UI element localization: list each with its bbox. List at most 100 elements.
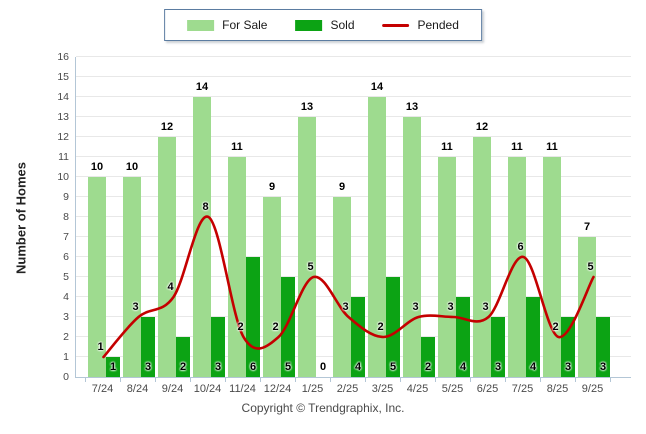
- x-tick-label: 5/25: [441, 383, 464, 395]
- x-tick-mark: [540, 378, 541, 382]
- for-sale-value-label: 11: [231, 141, 243, 153]
- for-sale-value-label: 11: [546, 141, 558, 153]
- x-tick-mark: [575, 378, 576, 382]
- pended-value-label: 3: [132, 301, 139, 313]
- sold-value-label: 1: [109, 361, 117, 373]
- sold-value-label: 3: [144, 361, 152, 373]
- sold-value-label: 5: [284, 361, 292, 373]
- bar-for-sale: [193, 97, 211, 377]
- sold-value-label: 2: [179, 361, 187, 373]
- bar-sold: [211, 317, 225, 377]
- copyright-text: Copyright © Trendgraphix, Inc.: [241, 401, 405, 415]
- y-tick-label: 15: [57, 71, 69, 83]
- y-tick-label: 7: [63, 231, 69, 243]
- pended-value-label: 4: [167, 281, 174, 293]
- legend-item-for-sale: For Sale: [187, 18, 267, 32]
- sold-value-label: 3: [214, 361, 222, 373]
- sold-value-label: 4: [529, 361, 537, 373]
- x-tick-mark: [470, 378, 471, 382]
- y-tick-label: 10: [57, 171, 69, 183]
- for-sale-value-label: 9: [338, 181, 346, 193]
- pended-value-label: 5: [587, 261, 594, 273]
- x-tick-label: 7/24: [91, 383, 114, 395]
- x-tick-label: 3/25: [371, 383, 394, 395]
- bar-sold: [596, 317, 610, 377]
- y-tick-label: 13: [57, 111, 69, 123]
- pended-value-label: 2: [552, 321, 559, 333]
- bar-for-sale: [228, 157, 246, 377]
- bar-for-sale: [333, 197, 351, 377]
- pended-value-label: 1: [97, 341, 104, 353]
- pended-value-label: 2: [377, 321, 384, 333]
- x-tick-label: 6/25: [476, 383, 499, 395]
- h-gridline: [76, 96, 631, 97]
- x-tick-mark: [225, 378, 226, 382]
- bar-sold: [246, 257, 260, 377]
- legend-item-pended: Pended: [382, 18, 459, 32]
- bar-sold: [281, 277, 295, 377]
- pended-value-label: 6: [517, 241, 524, 253]
- x-tick-mark: [85, 378, 86, 382]
- bar-for-sale: [403, 117, 421, 377]
- bar-for-sale: [368, 97, 386, 377]
- bar-for-sale: [158, 137, 176, 377]
- sold-swatch-icon: [295, 19, 323, 31]
- sold-value-label: 3: [494, 361, 502, 373]
- legend-label-for-sale: For Sale: [222, 18, 268, 32]
- h-gridline: [76, 116, 631, 117]
- for-sale-value-label: 11: [511, 141, 523, 153]
- bar-sold: [491, 317, 505, 377]
- bar-sold: [386, 277, 400, 377]
- legend-label-pended: Pended: [417, 18, 459, 32]
- bar-sold: [351, 297, 365, 377]
- for-sale-value-label: 14: [195, 81, 209, 93]
- y-tick-label: 2: [63, 331, 69, 343]
- y-axis-title: Number of Homes: [13, 162, 29, 274]
- y-tick-label: 16: [57, 51, 69, 63]
- pended-value-label: 2: [237, 321, 244, 333]
- h-gridline: [76, 296, 631, 297]
- x-tick-label: 8/24: [126, 383, 149, 395]
- x-tick-label: 9/24: [161, 383, 184, 395]
- y-tick-label: 4: [63, 291, 69, 303]
- y-tick-label: 14: [57, 91, 69, 103]
- bar-sold: [421, 337, 435, 377]
- pended-swatch-icon: [382, 23, 410, 27]
- x-tick-mark: [295, 378, 296, 382]
- sold-value-label: 0: [319, 361, 327, 373]
- x-tick-label: 4/25: [406, 383, 429, 395]
- sold-value-label: 4: [354, 361, 362, 373]
- bar-for-sale: [263, 197, 281, 377]
- y-tick-label: 3: [63, 311, 69, 323]
- for-sale-value-label: 12: [475, 121, 489, 133]
- bar-for-sale: [298, 117, 316, 377]
- y-tick-label: 11: [58, 151, 69, 163]
- h-gridline: [76, 76, 631, 77]
- x-tick-mark: [190, 378, 191, 382]
- h-gridline: [76, 256, 631, 257]
- for-sale-value-label: 14: [370, 81, 384, 93]
- legend: For Sale Sold Pended: [164, 9, 482, 41]
- for-sale-value-label: 13: [405, 101, 419, 113]
- pended-value-label: 3: [412, 301, 419, 313]
- bar-sold: [561, 317, 575, 377]
- sold-value-label: 4: [459, 361, 467, 373]
- for-sale-value-label: 10: [90, 161, 104, 173]
- pended-line: [102, 215, 595, 359]
- y-tick-label: 0: [63, 371, 69, 383]
- h-gridline: [76, 196, 631, 197]
- bar-sold: [526, 297, 540, 377]
- y-tick-label: 12: [57, 131, 69, 143]
- for-sale-value-label: 9: [268, 181, 276, 193]
- legend-label-sold: Sold: [330, 18, 355, 32]
- x-tick-label: 9/25: [581, 383, 604, 395]
- x-tick-label: 10/24: [193, 383, 222, 395]
- bar-sold: [106, 357, 120, 377]
- h-gridline: [76, 276, 631, 277]
- x-tick-mark: [365, 378, 366, 382]
- y-tick-label: 1: [63, 351, 69, 363]
- pended-value-label: 3: [482, 301, 489, 313]
- pended-value-label: 3: [342, 301, 349, 313]
- bar-for-sale: [88, 177, 106, 377]
